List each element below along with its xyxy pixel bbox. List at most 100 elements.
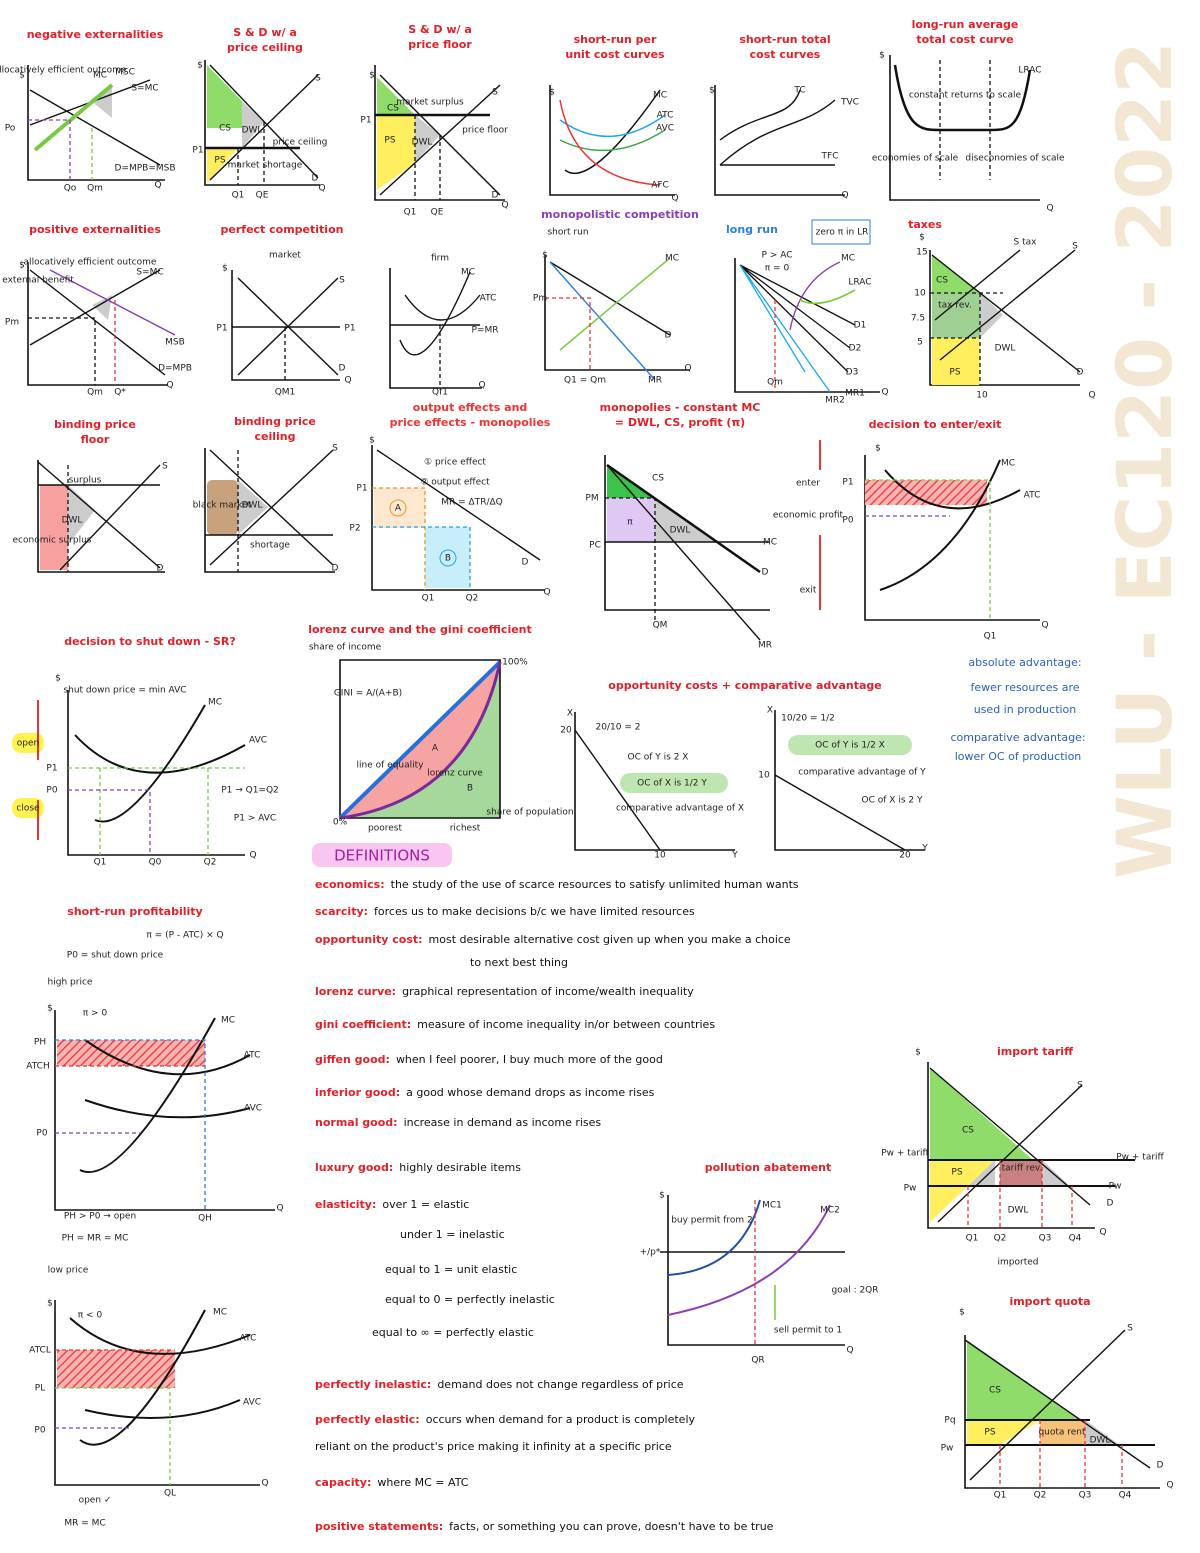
diagram-label: ② output effect bbox=[420, 478, 490, 488]
diagram-label: MC bbox=[221, 1016, 235, 1026]
diagram-label: Pw + tariff bbox=[881, 1149, 929, 1159]
panel-title: opportunity costs + comparative advantag… bbox=[608, 679, 881, 692]
diagram-label: π = 0 bbox=[765, 264, 790, 274]
diagram-label: Qm bbox=[87, 184, 103, 194]
diagram-label: sell permit to 1 bbox=[774, 1326, 842, 1336]
diagram-label: PS bbox=[214, 156, 225, 166]
diagram-label: D bbox=[312, 174, 319, 184]
diagram-label: MC bbox=[653, 91, 667, 101]
diagram-label: Q bbox=[344, 376, 351, 386]
panel-title: total cost curve bbox=[916, 33, 1013, 46]
diagram-label: Q1 = Qm bbox=[564, 376, 606, 386]
diagram-label: PM bbox=[585, 494, 598, 504]
diagram-label: Qf1 bbox=[432, 388, 448, 398]
diagram-label: MC2 bbox=[820, 1206, 840, 1216]
definition-text: to next best thing bbox=[470, 956, 568, 969]
diagram-label: GINI = A/(A+B) bbox=[334, 689, 402, 699]
diagram-label: QL bbox=[164, 1489, 176, 1499]
diagram-label: A bbox=[395, 504, 402, 514]
definition-term: giffen good: bbox=[315, 1053, 390, 1066]
diagram-label: ATC bbox=[240, 1334, 257, 1344]
diagram-label: MC bbox=[213, 1308, 227, 1318]
diagram-label: Pw bbox=[904, 1184, 917, 1194]
diagram-label: open ✓ bbox=[79, 1496, 112, 1506]
diagram-label: QE bbox=[256, 191, 269, 201]
diagram-label: high price bbox=[48, 978, 93, 988]
diagram-label: $ bbox=[197, 61, 203, 71]
diagram-label: B bbox=[467, 784, 473, 794]
panel-title: import quota bbox=[1009, 1295, 1090, 1308]
panel-title: perfect competition bbox=[221, 223, 344, 236]
diagram-label: MC bbox=[208, 698, 222, 708]
definition-text: highly desirable items bbox=[399, 1161, 521, 1174]
diagram-label: MR2 bbox=[825, 396, 845, 406]
diagram-label: comparative advantage of Y bbox=[798, 768, 926, 778]
diagram-label: buy permit from 2 bbox=[671, 1216, 753, 1226]
diagram-label: Q2 bbox=[204, 858, 217, 868]
diagram-label: DWL bbox=[995, 344, 1016, 354]
diagram-label: P > AC bbox=[762, 251, 793, 261]
diagram-label: TFC bbox=[821, 152, 839, 162]
diagram-label: 7.5 bbox=[911, 314, 925, 324]
diagram-label: $ bbox=[549, 88, 555, 98]
diagram-label: P0 = shut down price bbox=[67, 951, 164, 961]
panel-title: import tariff bbox=[997, 1045, 1073, 1058]
diagram-label: QM1 bbox=[275, 388, 296, 398]
panel-title: long run bbox=[726, 223, 778, 236]
diagram-label: MR bbox=[758, 641, 772, 651]
diagram-label: CS bbox=[219, 124, 231, 134]
diagram-label: DWL bbox=[242, 126, 263, 136]
definition-term: lorenz curve: bbox=[315, 985, 396, 998]
diagram-label: Q bbox=[1041, 621, 1048, 631]
advantage-note: lower OC of production bbox=[955, 750, 1082, 763]
diagram-label: Q bbox=[1099, 1228, 1106, 1238]
panel-title: taxes bbox=[908, 218, 942, 231]
diagram-label: Pm bbox=[5, 318, 19, 328]
diagram-label: $ bbox=[919, 233, 925, 243]
diagram-label: MR bbox=[648, 376, 662, 386]
diagram-label: B bbox=[445, 554, 451, 564]
diagram-label: PL bbox=[35, 1384, 45, 1394]
diagram-label: quota rent bbox=[1038, 1428, 1086, 1438]
diagram-label: shut down price = min AVC bbox=[63, 686, 186, 696]
diagram-label: DWL bbox=[670, 526, 691, 536]
diagram-label: Q bbox=[318, 184, 325, 194]
diagram-label: D2 bbox=[849, 344, 862, 354]
diagram-label: Q bbox=[478, 381, 485, 391]
diagram-label: MR1 bbox=[845, 389, 865, 399]
diagram-label: P1 bbox=[344, 324, 355, 334]
diagram-label: Y bbox=[921, 844, 928, 854]
diagram-label: Q bbox=[671, 194, 678, 204]
diagram-label: AVC bbox=[244, 1104, 262, 1114]
diagram-label: S bbox=[1077, 1081, 1083, 1091]
diagram-label: $ bbox=[47, 1004, 53, 1014]
diagram-label: PH = MR = MC bbox=[62, 1234, 129, 1244]
diagram-label: P1 → Q1=Q2 bbox=[221, 786, 279, 796]
diagram-label: QR bbox=[751, 1356, 764, 1366]
diagram-label: D bbox=[157, 564, 164, 574]
advantage-note: fewer resources are bbox=[970, 681, 1079, 694]
diagram-label: ATC bbox=[657, 111, 674, 121]
diagram-label: Q bbox=[1046, 204, 1053, 214]
diagram-label: $ bbox=[369, 71, 375, 81]
diagram-label: D bbox=[1077, 368, 1084, 378]
diagram-label: 100% bbox=[502, 658, 528, 668]
diagram-label: $ bbox=[915, 1048, 921, 1058]
diagram-label: ATC bbox=[480, 294, 497, 304]
diagram-label: 10 bbox=[758, 771, 770, 781]
diagram-label: Q0 bbox=[149, 858, 162, 868]
diagram-label: S=MC bbox=[131, 84, 158, 94]
diagram-label: DWL bbox=[1090, 1436, 1111, 1446]
diagram-label: 10 bbox=[654, 851, 666, 861]
diagram-label: TVC bbox=[840, 98, 859, 108]
diagram-label: 15 bbox=[916, 248, 927, 258]
panel-title: short-run profitability bbox=[67, 905, 202, 918]
diagram-label: PH bbox=[34, 1038, 46, 1048]
diagram-label: Q3 bbox=[1079, 1491, 1092, 1501]
diagram-label: $ bbox=[19, 261, 25, 271]
diagram-label: exit bbox=[800, 586, 817, 596]
diagram-label: Q* bbox=[114, 388, 126, 398]
diagram-label: goal : 2QR bbox=[831, 1286, 878, 1296]
diagram-label: richest bbox=[450, 824, 481, 834]
